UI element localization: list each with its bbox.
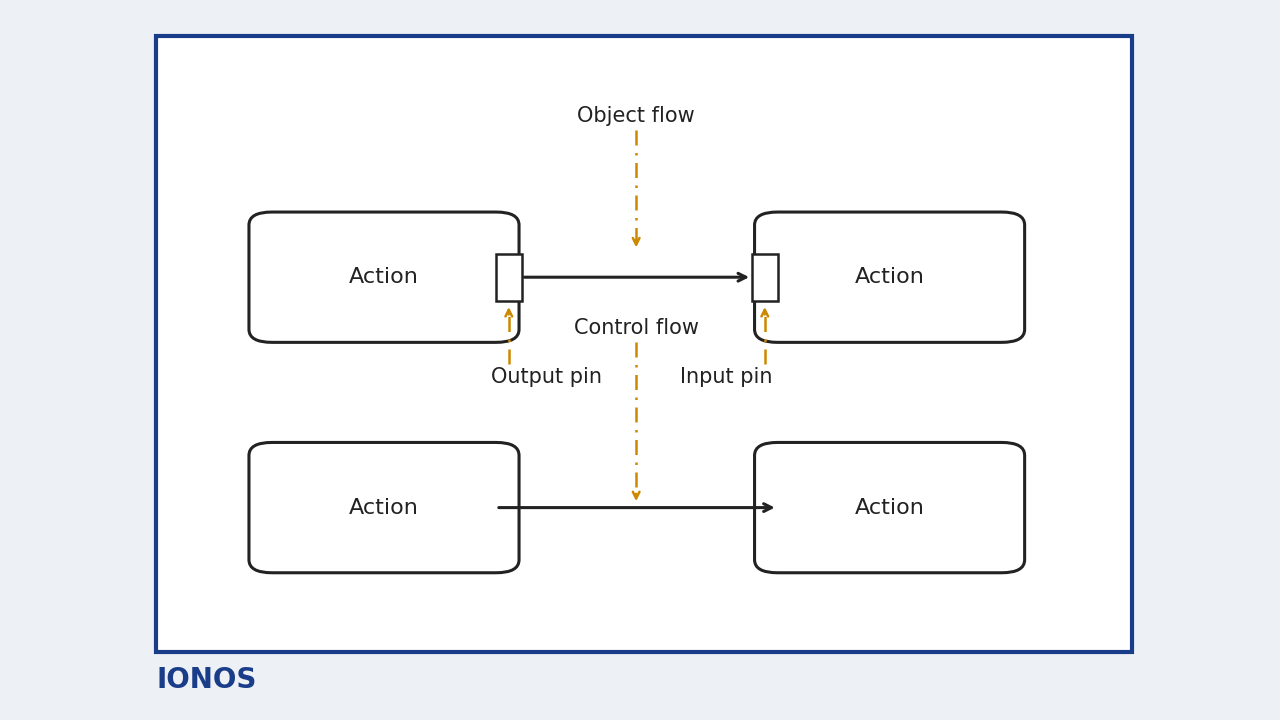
Text: IONOS: IONOS <box>156 667 256 694</box>
FancyBboxPatch shape <box>248 212 520 343</box>
FancyBboxPatch shape <box>755 212 1024 343</box>
Text: Action: Action <box>349 498 419 518</box>
FancyBboxPatch shape <box>248 442 520 573</box>
Text: Output pin: Output pin <box>492 367 602 387</box>
Bar <box>751 254 777 301</box>
Text: Action: Action <box>349 267 419 287</box>
Text: Action: Action <box>855 498 924 518</box>
Text: Object flow: Object flow <box>577 106 695 126</box>
Bar <box>495 254 522 301</box>
Text: Control flow: Control flow <box>573 318 699 338</box>
FancyBboxPatch shape <box>156 36 1132 652</box>
FancyBboxPatch shape <box>755 442 1024 573</box>
Text: Input pin: Input pin <box>680 367 772 387</box>
Text: Action: Action <box>855 267 924 287</box>
